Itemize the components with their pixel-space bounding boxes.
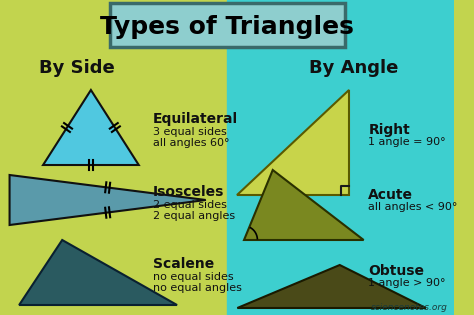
Polygon shape: [244, 170, 364, 240]
Text: all angles 60°: all angles 60°: [153, 138, 229, 148]
Text: no equal sides: no equal sides: [153, 272, 234, 282]
Text: Right: Right: [368, 123, 410, 137]
Text: all angles < 90°: all angles < 90°: [368, 202, 458, 212]
Text: Isosceles: Isosceles: [153, 185, 225, 199]
Polygon shape: [19, 240, 177, 305]
Bar: [227, 0, 454, 315]
Text: Obtuse: Obtuse: [368, 264, 424, 278]
Text: 2 equal angles: 2 equal angles: [153, 211, 235, 221]
Text: Equilateral: Equilateral: [153, 112, 238, 126]
Text: By Side: By Side: [39, 59, 114, 77]
Bar: [0, 0, 227, 315]
Polygon shape: [9, 175, 206, 225]
Text: Types of Triangles: Types of Triangles: [100, 15, 354, 39]
FancyBboxPatch shape: [110, 3, 345, 47]
Text: 2 equal sides: 2 equal sides: [153, 200, 227, 210]
Polygon shape: [43, 90, 139, 165]
Text: Acute: Acute: [368, 188, 413, 202]
Text: sciencenotes.org: sciencenotes.org: [371, 303, 448, 312]
Text: 3 equal sides: 3 equal sides: [153, 127, 227, 137]
Text: no equal angles: no equal angles: [153, 283, 242, 293]
Text: Scalene: Scalene: [153, 257, 214, 271]
Text: By Angle: By Angle: [310, 59, 399, 77]
Polygon shape: [237, 90, 349, 195]
Polygon shape: [237, 265, 426, 308]
Text: 1 angle = 90°: 1 angle = 90°: [368, 137, 446, 147]
Text: 1 angle > 90°: 1 angle > 90°: [368, 278, 446, 288]
